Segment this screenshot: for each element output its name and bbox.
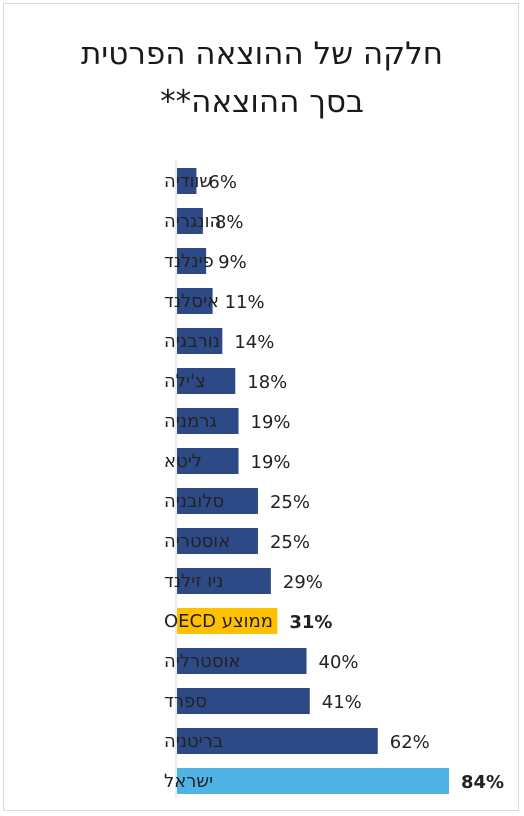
- bar: [177, 288, 213, 314]
- value-label: 84%: [461, 772, 504, 793]
- value-label: 41%: [322, 692, 362, 713]
- value-label: 25%: [270, 532, 310, 553]
- bar: [177, 568, 271, 594]
- bar: [177, 608, 278, 634]
- value-label: 25%: [270, 492, 310, 513]
- bar: [177, 488, 258, 514]
- category-label: ניו זילנד: [164, 571, 223, 592]
- category-label: שוודיה: [164, 171, 212, 192]
- category-label: ליטא: [164, 451, 202, 472]
- bar: [177, 528, 258, 554]
- value-label: 11%: [225, 292, 265, 313]
- category-label: הונגריה: [164, 211, 221, 232]
- value-label: 19%: [251, 412, 291, 433]
- category-label: אוסטרליה: [164, 651, 240, 672]
- category-label: פינלנד: [164, 251, 214, 272]
- category-label: סלובניה: [164, 491, 224, 512]
- bar: [177, 248, 207, 274]
- category-label: ספרד: [164, 691, 207, 712]
- bar: [177, 168, 197, 194]
- value-label: 14%: [234, 332, 274, 353]
- bar: [177, 448, 239, 474]
- bar: [177, 328, 223, 354]
- bar: [177, 208, 203, 234]
- chart-frame: [3, 3, 519, 811]
- value-label: 19%: [251, 452, 291, 473]
- value-label: 6%: [208, 172, 237, 193]
- value-label: 18%: [247, 372, 287, 393]
- category-label: נורבגיה: [164, 331, 220, 352]
- value-label: 62%: [390, 732, 430, 753]
- category-label: איסלנד: [164, 291, 219, 312]
- category-label: גרמניה: [164, 411, 217, 432]
- value-label: 31%: [289, 612, 332, 633]
- category-label: בריטניה: [164, 731, 223, 752]
- bar: [177, 648, 307, 674]
- chart-title: חלקה של ההוצאה הפרטית בסך ההוצאה**: [0, 30, 524, 126]
- bar: [177, 768, 449, 794]
- value-label: 9%: [218, 252, 247, 273]
- bar: [177, 368, 236, 394]
- bar: [177, 728, 378, 754]
- category-label: צ'ילה: [164, 371, 206, 392]
- chart-title-line-1: חלקה של ההוצאה הפרטית: [80, 36, 444, 72]
- value-label: 40%: [319, 652, 359, 673]
- chart-title-line-2: בסך ההוצאה**: [160, 84, 364, 120]
- bar: [177, 688, 310, 714]
- category-label: אוסטריה: [164, 531, 230, 552]
- bar: [177, 408, 239, 434]
- value-label: 8%: [215, 212, 244, 233]
- category-label: ממוצע OECD: [164, 611, 273, 632]
- value-label: 29%: [283, 572, 323, 593]
- category-label: ישראל: [164, 771, 213, 792]
